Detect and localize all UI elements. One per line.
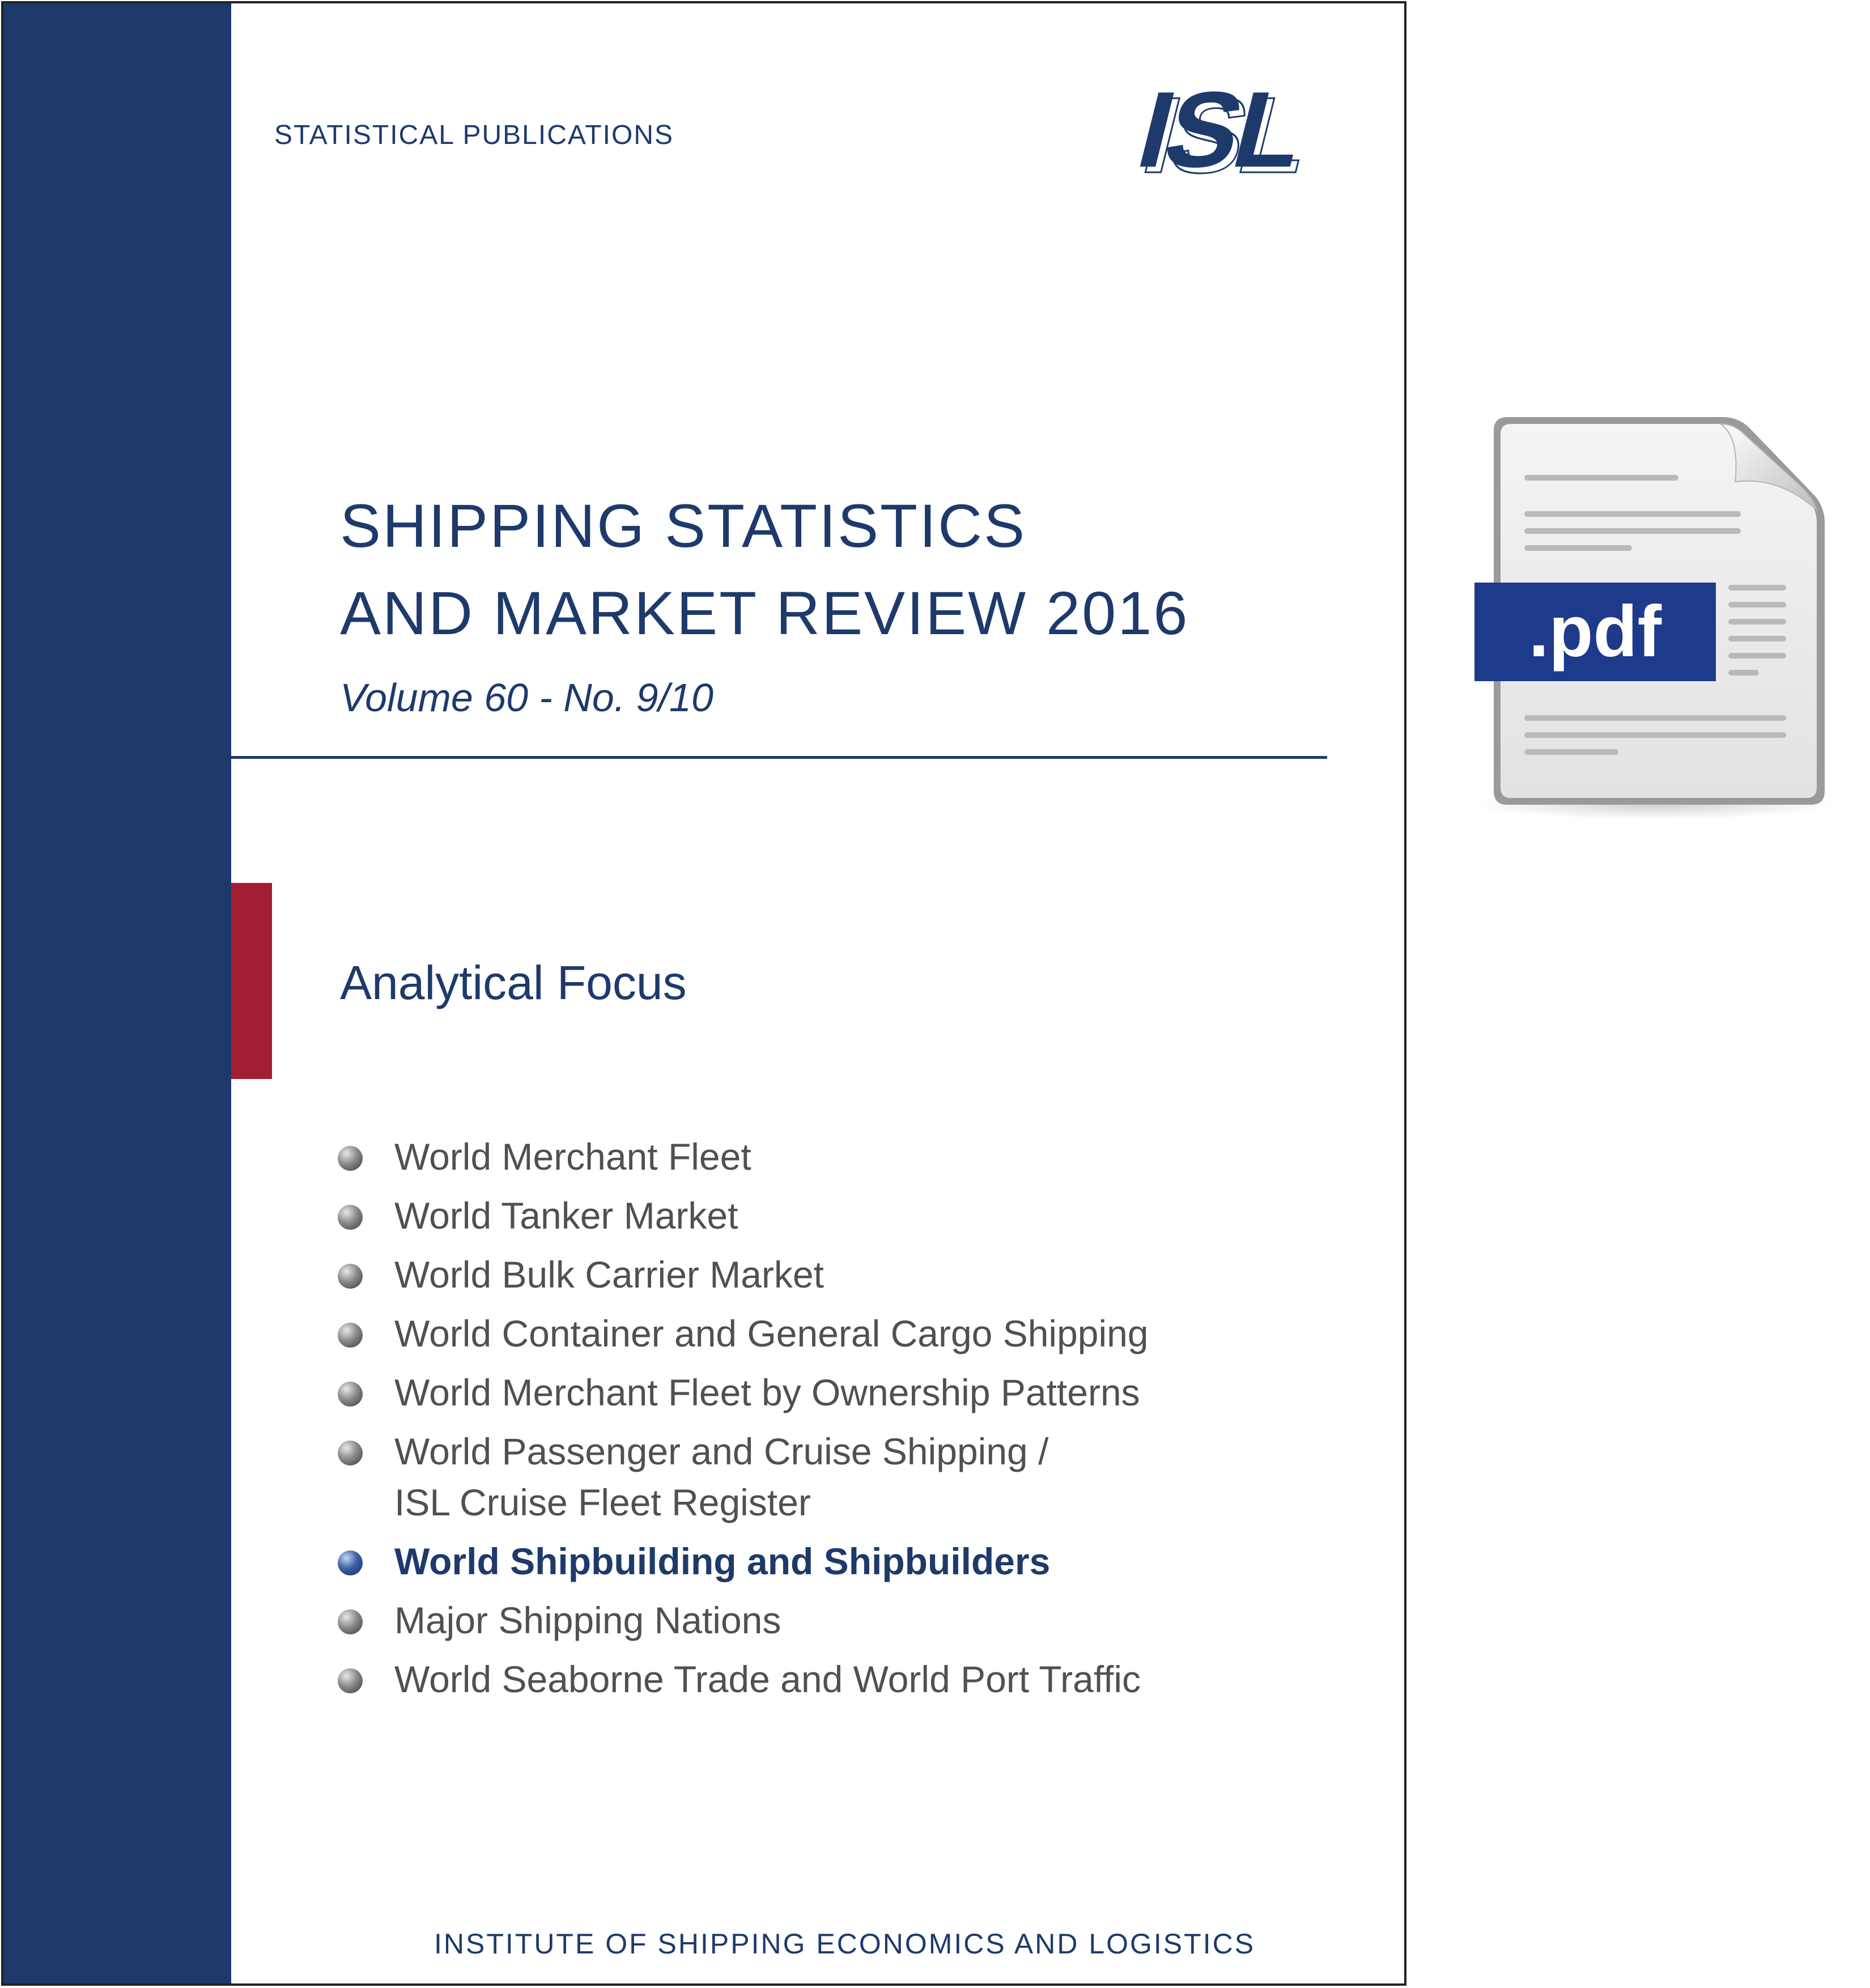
topic-item: World Tanker Market (338, 1190, 1149, 1241)
topic-item-active: World Shipbuilding and Shipbuilders (338, 1536, 1149, 1587)
bullet-icon (338, 1668, 363, 1693)
bullet-icon (338, 1146, 363, 1171)
topic-label: World Container and General Cargo Shippi… (394, 1312, 1149, 1354)
topic-item: World Seaborne Trade and World Port Traf… (338, 1654, 1149, 1705)
topic-item: World Merchant Fleet by Ownership Patter… (338, 1367, 1149, 1418)
publication-title: SHIPPING STATISTICS AND MARKET REVIEW 20… (340, 482, 1189, 657)
isl-logo: ISL ISL (1127, 83, 1321, 182)
topic-item: Major Shipping Nations (338, 1595, 1149, 1646)
topic-item: World Bulk Carrier Market (338, 1249, 1149, 1300)
topic-label: World Shipbuilding and Shipbuilders (394, 1540, 1051, 1582)
topic-item: World Merchant Fleet (338, 1131, 1149, 1182)
topic-label: Major Shipping Nations (394, 1599, 781, 1641)
svg-text:ISL: ISL (1133, 83, 1320, 182)
publisher-name: INSTITUTE OF SHIPPING ECONOMICS AND LOGI… (434, 1928, 1256, 1960)
title-line-1: SHIPPING STATISTICS (340, 491, 1027, 560)
bullet-icon (338, 1609, 363, 1634)
topic-label: World Merchant Fleet (394, 1136, 751, 1178)
bullet-icon (338, 1264, 363, 1289)
topic-label: World Bulk Carrier Market (394, 1254, 824, 1295)
bullet-icon (338, 1205, 363, 1230)
topic-label: World Passenger and Cruise Shipping / (394, 1430, 1049, 1472)
bullet-icon (338, 1551, 363, 1575)
cover-spine (3, 3, 231, 1983)
bullet-icon (338, 1323, 363, 1348)
title-line-2: AND MARKET REVIEW 2016 (340, 579, 1189, 647)
focus-accent-bar (231, 883, 272, 1079)
topic-list: World Merchant Fleet World Tanker Market W… (338, 1131, 1149, 1713)
bullet-icon (338, 1382, 363, 1407)
isl-logo-text: ISL (1127, 83, 1315, 182)
topic-item: World Container and General Cargo Shippi… (338, 1308, 1149, 1359)
focus-heading: Analytical Focus (340, 956, 687, 1009)
topic-label: ISL Cruise Fleet Register (394, 1481, 811, 1523)
topic-label: World Merchant Fleet by Ownership Patter… (394, 1371, 1140, 1413)
topic-label: World Seaborne Trade and World Port Traf… (394, 1658, 1141, 1700)
volume-number: Volume 60 - No. 9/10 (340, 676, 713, 720)
bullet-icon (338, 1441, 363, 1465)
topic-item: World Passenger and Cruise Shipping / ISL… (338, 1426, 1149, 1528)
pdf-label[interactable]: .pdf (1474, 583, 1716, 681)
series-label: STATISTICAL PUBLICATIONS (274, 120, 674, 150)
title-divider (58, 756, 1327, 759)
topic-label: World Tanker Market (394, 1195, 738, 1237)
publication-cover: STATISTICAL PUBLICATIONS ISL ISL SHIPPIN… (1, 1, 1406, 1986)
